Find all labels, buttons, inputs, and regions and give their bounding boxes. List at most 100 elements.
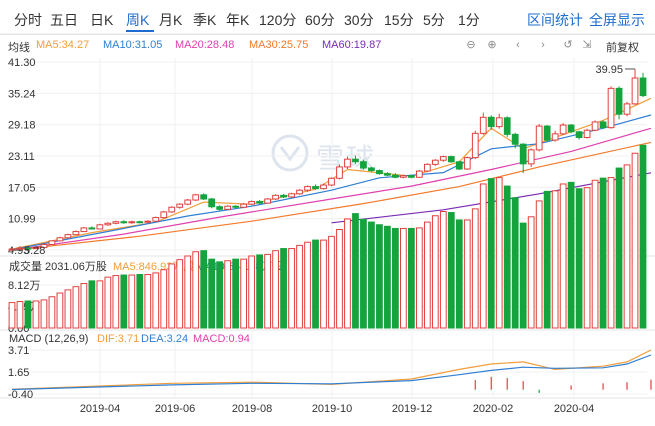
candle <box>280 193 287 198</box>
macd-tick-label: -0.40 <box>8 389 33 401</box>
candle-body <box>376 170 383 175</box>
candle-body <box>104 222 112 226</box>
volume-bar <box>535 200 543 329</box>
volume-bar <box>575 188 583 329</box>
volume-bar <box>328 235 335 329</box>
macd-dea-line <box>11 354 652 391</box>
price-tick-label: 29.18 <box>8 120 36 132</box>
tab-3[interactable]: 周K <box>126 12 150 28</box>
reset-icon[interactable]: ↺ <box>563 39 573 51</box>
volume-bar <box>312 239 319 329</box>
volume-bar <box>447 212 455 329</box>
volume-bar <box>384 225 391 329</box>
date-tick-label: 2020-04 <box>554 403 594 415</box>
date-tick-label: 2019-06 <box>155 403 195 415</box>
ma30-value: MA30:25.75 <box>249 39 309 51</box>
volume-bar <box>224 260 232 329</box>
candle <box>495 113 503 129</box>
candle <box>136 220 144 224</box>
candle-body <box>455 161 463 170</box>
expand-icon[interactable]: ⇲ <box>582 39 592 51</box>
tab-7[interactable]: 120分 <box>259 12 297 28</box>
candle <box>368 166 375 173</box>
volume-bar <box>296 244 303 329</box>
candle-body <box>56 237 64 242</box>
candle-body <box>280 194 287 198</box>
volume-bar <box>607 177 615 329</box>
volume-bar <box>56 292 64 329</box>
volume-bar <box>423 221 431 329</box>
tab-11[interactable]: 5分 <box>423 12 445 28</box>
tab-6[interactable]: 年K <box>226 12 250 28</box>
candle <box>152 216 160 222</box>
fullscreen-link[interactable]: 全屏显示 <box>589 12 645 28</box>
candle <box>583 128 591 139</box>
tab-8[interactable]: 60分 <box>305 12 335 28</box>
candle-body <box>479 116 487 134</box>
candle-body <box>64 234 72 239</box>
candle <box>607 86 615 129</box>
zoom-in-icon[interactable]: ⊕ <box>487 39 497 51</box>
candle <box>192 193 200 202</box>
volume-bar <box>527 216 535 329</box>
candle <box>599 120 607 130</box>
candle-body <box>384 173 391 176</box>
low-marker-label: 5.28 <box>24 245 45 257</box>
price-adjust-dropdown[interactable]: 前复权 <box>606 42 639 54</box>
macd-hist-value: MACD:0.94 <box>193 333 250 345</box>
candle-body <box>176 203 184 208</box>
candle <box>80 226 88 233</box>
candle-body <box>431 159 439 165</box>
tab-0[interactable]: 分时 <box>14 12 42 28</box>
volume-bar <box>208 258 216 329</box>
candle-body <box>48 240 56 245</box>
candle-body <box>328 177 335 186</box>
volume-bar <box>288 248 295 329</box>
move-right-icon[interactable]: › <box>541 39 545 51</box>
volume-bar <box>352 213 359 329</box>
ma10-line <box>11 114 652 251</box>
volume-bar <box>304 241 311 329</box>
candle <box>575 130 583 140</box>
tab-1[interactable]: 五日 <box>50 12 78 28</box>
xueqiu-watermark: 雪球 <box>270 133 420 174</box>
volume-bar <box>256 254 263 329</box>
macd-series <box>11 349 652 393</box>
volume-bar <box>232 258 240 329</box>
tab-9[interactable]: 30分 <box>344 12 374 28</box>
move-left-icon[interactable]: ‹ <box>516 39 520 51</box>
candle <box>431 159 439 166</box>
price-tick-label: 10.99 <box>8 214 36 226</box>
volume-bar <box>8 302 16 329</box>
watermark-text: 雪球 <box>316 143 377 174</box>
candle-body <box>368 167 375 172</box>
candle-body <box>567 124 575 133</box>
tab-2[interactable]: 日K <box>90 12 114 28</box>
candle <box>376 169 383 175</box>
interval-stats-link[interactable]: 区间统计 <box>527 12 583 28</box>
volume-tick-label: 8.12万 <box>8 280 40 292</box>
candle <box>384 172 391 177</box>
ma10-value: MA10:31.05 <box>103 39 163 51</box>
date-axis: 2019-04 2019-06 2019-08 2019-10 2019-12 2020-… <box>80 403 594 415</box>
tab-12[interactable]: 1分 <box>458 12 480 28</box>
candle-body <box>423 163 431 172</box>
candle-body <box>184 199 192 205</box>
volume-bar <box>40 299 48 329</box>
candle <box>96 223 104 230</box>
candle <box>72 230 80 236</box>
date-tick-label: 2019-12 <box>392 403 432 415</box>
candle-body <box>288 193 295 198</box>
tab-10[interactable]: 15分 <box>384 12 414 28</box>
zoom-out-icon[interactable]: ⊖ <box>466 39 476 51</box>
candle-body <box>583 129 591 138</box>
candle <box>623 101 631 117</box>
candle-body <box>607 87 615 129</box>
volume-bar <box>360 218 367 329</box>
candle-body <box>96 224 104 230</box>
candle <box>407 174 415 179</box>
tab-5[interactable]: 季K <box>193 12 217 28</box>
tab-4[interactable]: 月K <box>159 12 183 28</box>
price-tick-label: 23.11 <box>8 151 35 163</box>
